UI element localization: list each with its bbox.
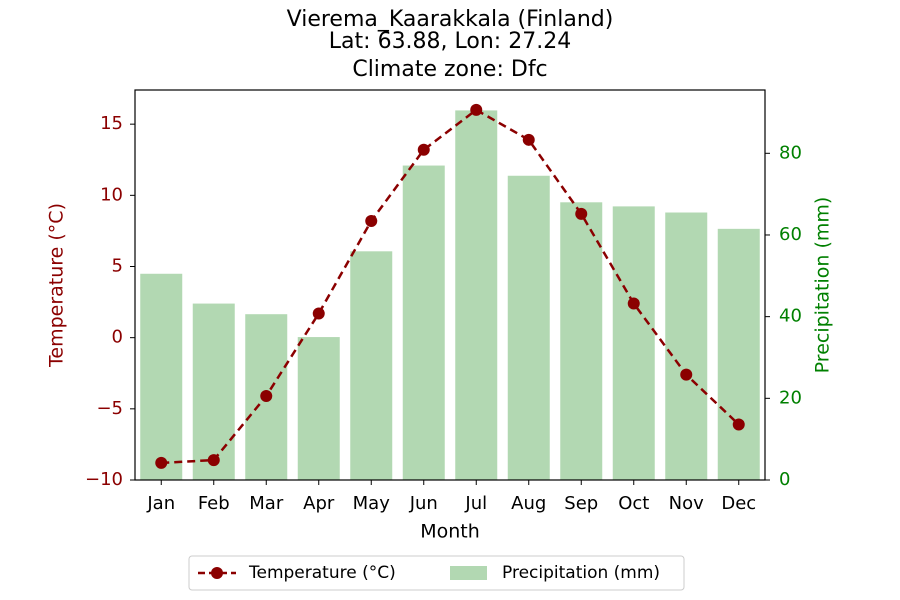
legend-temperature-label: Temperature (°C)	[248, 563, 396, 583]
precipitation-tick-label: 20	[779, 387, 802, 408]
temperature-point-jan	[155, 456, 168, 469]
precipitation-bars	[140, 110, 760, 481]
temperature-point-apr	[312, 307, 325, 320]
temperature-point-sep	[575, 207, 588, 220]
month-tick-label-jun: Jun	[409, 493, 438, 514]
temperature-point-jun	[417, 143, 430, 156]
temperature-tick-label: 0	[112, 327, 123, 348]
temperature-tick-label: 5	[112, 255, 123, 276]
precipitation-bar-apr	[297, 337, 340, 480]
month-axis: Jan Feb Mar Apr May Jun Jul Aug Sep Oct Nov Dec	[146, 480, 756, 514]
temperature-point-may	[365, 214, 378, 227]
legend: Temperature (°C) Precipitation (mm)	[188, 555, 685, 591]
month-tick-label-feb: Feb	[198, 493, 230, 514]
month-tick-label-nov: Nov	[669, 493, 704, 514]
temperature-point-jul	[470, 103, 483, 116]
precipitation-bar-nov	[665, 212, 708, 480]
precipitation-tick-label: 60	[779, 224, 802, 245]
month-tick-label-sep: Sep	[564, 493, 598, 514]
precipitation-bar-feb	[192, 303, 235, 480]
precipitation-axis: 0 20 40 60 80	[765, 142, 802, 490]
month-tick-label-mar: Mar	[249, 493, 284, 514]
precipitation-bar-sep	[560, 202, 603, 481]
precipitation-bar-aug	[507, 175, 550, 480]
month-tick-label-jul: Jul	[464, 493, 487, 514]
plot-frame	[134, 89, 766, 481]
temperature-point-feb	[207, 454, 220, 467]
chart-title-line-3: Climate zone: Dfc	[352, 57, 547, 82]
chart-title-line-2: Lat: 63.88, Lon: 27.24	[329, 29, 571, 54]
legend-precipitation-swatch	[450, 566, 487, 580]
month-tick-label-aug: Aug	[511, 493, 546, 514]
precipitation-bar-jan	[140, 273, 183, 480]
precipitation-bar-jun	[402, 165, 445, 480]
precipitation-bar-oct	[612, 206, 655, 480]
temperature-tick-label: −5	[96, 398, 123, 419]
x-axis-label: Month	[420, 521, 480, 543]
month-tick-label-jan: Jan	[146, 493, 175, 514]
precipitation-tick-label: 0	[779, 469, 790, 490]
precipitation-axis-label: Precipitation (mm)	[812, 197, 834, 374]
temperature-point-mar	[260, 390, 273, 403]
legend-box	[188, 555, 685, 591]
precipitation-tick-label: 80	[779, 142, 802, 163]
precipitation-bar-may	[350, 251, 393, 480]
temperature-tick-label: 15	[100, 113, 123, 134]
temperature-line	[161, 108, 740, 465]
month-tick-label-oct: Oct	[618, 493, 649, 514]
legend-temperature-marker	[211, 567, 223, 579]
precipitation-bar-jul	[455, 110, 498, 480]
temperature-tick-label: −10	[85, 469, 123, 490]
chart-title-line-1: Vierema_Kaarakkala (Finland)	[287, 7, 614, 32]
precipitation-tick-label: 40	[779, 306, 802, 327]
month-tick-label-dec: Dec	[721, 493, 756, 514]
temperature-point-dec	[732, 418, 745, 431]
temperature-series	[155, 103, 745, 469]
legend-precipitation-label: Precipitation (mm)	[502, 563, 660, 583]
month-tick-label-may: May	[353, 493, 391, 514]
precipitation-bar-dec	[717, 228, 760, 480]
temperature-axis: −10 −5 0 5 10 15	[85, 113, 135, 490]
month-tick-label-apr: Apr	[303, 493, 335, 514]
temperature-tick-label: 10	[100, 184, 123, 205]
temperature-point-oct	[627, 297, 640, 310]
temperature-point-nov	[680, 368, 693, 381]
temperature-axis-label: Temperature (°C)	[46, 203, 68, 368]
temperature-point-aug	[522, 133, 535, 146]
